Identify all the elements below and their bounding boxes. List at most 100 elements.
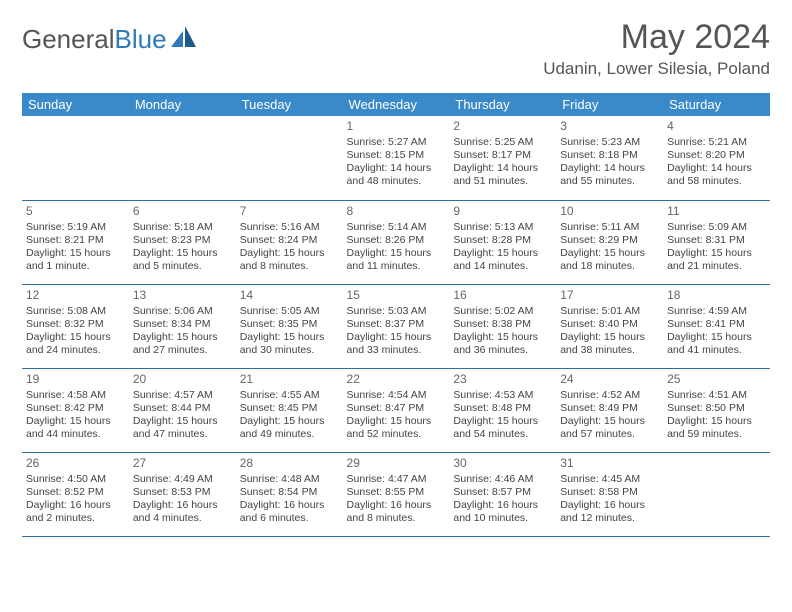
- day-number: 13: [133, 288, 232, 303]
- calendar-day-cell: 2 Sunrise: 5:25 AM Sunset: 8:17 PM Daylig…: [449, 116, 556, 200]
- day-number: 6: [133, 204, 232, 219]
- brand-logo: GeneralBlue: [22, 24, 197, 55]
- day-number: 19: [26, 372, 125, 387]
- day-details: Sunrise: 4:54 AM Sunset: 8:47 PM Dayligh…: [347, 389, 446, 442]
- day-details: Sunrise: 5:23 AM Sunset: 8:18 PM Dayligh…: [560, 136, 659, 189]
- calendar-day-cell: 5 Sunrise: 5:19 AM Sunset: 8:21 PM Daylig…: [22, 200, 129, 284]
- day-number: 8: [347, 204, 446, 219]
- day-number: 11: [667, 204, 766, 219]
- day-number: 10: [560, 204, 659, 219]
- day-details: Sunrise: 5:02 AM Sunset: 8:38 PM Dayligh…: [453, 305, 552, 358]
- calendar-week-row: 1 Sunrise: 5:27 AM Sunset: 8:15 PM Daylig…: [22, 116, 770, 200]
- calendar-day-cell: [663, 452, 770, 536]
- calendar-day-cell: 15Sunrise: 5:03 AM Sunset: 8:37 PM Dayli…: [343, 284, 450, 368]
- calendar-day-cell: 11 Sunrise: 5:09 AM Sunset: 8:31 PM Dayli…: [663, 200, 770, 284]
- day-number: 17: [560, 288, 659, 303]
- day-number: 27: [133, 456, 232, 471]
- day-details: Sunrise: 5:09 AM Sunset: 8:31 PM Dayligh…: [667, 221, 766, 274]
- calendar-week-row: 5 Sunrise: 5:19 AM Sunset: 8:21 PM Daylig…: [22, 200, 770, 284]
- day-details: Sunrise: 5:19 AM Sunset: 8:21 PM Dayligh…: [26, 221, 125, 274]
- calendar-day-cell: 31 Sunrise: 4:45 AM Sunset: 8:58 PM Dayli…: [556, 452, 663, 536]
- calendar-body: 1 Sunrise: 5:27 AM Sunset: 8:15 PM Daylig…: [22, 116, 770, 536]
- calendar-day-cell: 30 Sunrise: 4:46 AM Sunset: 8:57 PM Dayli…: [449, 452, 556, 536]
- day-number: 30: [453, 456, 552, 471]
- day-number: 9: [453, 204, 552, 219]
- day-details: Sunrise: 5:21 AM Sunset: 8:20 PM Dayligh…: [667, 136, 766, 189]
- weekday-header: Friday: [556, 93, 663, 116]
- calendar-day-cell: 7 Sunrise: 5:16 AM Sunset: 8:24 PM Daylig…: [236, 200, 343, 284]
- calendar-day-cell: 23Sunrise: 4:53 AM Sunset: 8:48 PM Dayli…: [449, 368, 556, 452]
- calendar-day-cell: 8Sunrise: 5:14 AM Sunset: 8:26 PM Daylig…: [343, 200, 450, 284]
- day-number: 12: [26, 288, 125, 303]
- weekday-header: Wednesday: [343, 93, 450, 116]
- calendar-day-cell: 27 Sunrise: 4:49 AM Sunset: 8:53 PM Dayli…: [129, 452, 236, 536]
- day-details: Sunrise: 5:16 AM Sunset: 8:24 PM Dayligh…: [240, 221, 339, 274]
- day-number: 20: [133, 372, 232, 387]
- brand-part1: General: [22, 24, 115, 55]
- day-details: Sunrise: 5:08 AM Sunset: 8:32 PM Dayligh…: [26, 305, 125, 358]
- calendar-day-cell: 28Sunrise: 4:48 AM Sunset: 8:54 PM Dayli…: [236, 452, 343, 536]
- calendar-day-cell: 29 Sunrise: 4:47 AM Sunset: 8:55 PM Dayli…: [343, 452, 450, 536]
- day-number: 31: [560, 456, 659, 471]
- day-number: 7: [240, 204, 339, 219]
- calendar-day-cell: 13 Sunrise: 5:06 AM Sunset: 8:34 PM Dayli…: [129, 284, 236, 368]
- day-details: Sunrise: 4:45 AM Sunset: 8:58 PM Dayligh…: [560, 473, 659, 526]
- day-number: 3: [560, 119, 659, 134]
- day-details: Sunrise: 4:51 AM Sunset: 8:50 PM Dayligh…: [667, 389, 766, 442]
- calendar-day-cell: 22 Sunrise: 4:54 AM Sunset: 8:47 PM Dayli…: [343, 368, 450, 452]
- day-details: Sunrise: 5:25 AM Sunset: 8:17 PM Dayligh…: [453, 136, 552, 189]
- day-details: Sunrise: 4:46 AM Sunset: 8:57 PM Dayligh…: [453, 473, 552, 526]
- day-number: 24: [560, 372, 659, 387]
- weekday-header: Thursday: [449, 93, 556, 116]
- header: GeneralBlue May 2024 Udanin, Lower Siles…: [22, 18, 770, 79]
- day-number: 5: [26, 204, 125, 219]
- weekday-header: Monday: [129, 93, 236, 116]
- calendar-day-cell: [129, 116, 236, 200]
- calendar-day-cell: 9 Sunrise: 5:13 AM Sunset: 8:28 PM Daylig…: [449, 200, 556, 284]
- calendar-day-cell: 20Sunrise: 4:57 AM Sunset: 8:44 PM Dayli…: [129, 368, 236, 452]
- day-details: Sunrise: 4:47 AM Sunset: 8:55 PM Dayligh…: [347, 473, 446, 526]
- weekday-header-row: Sunday Monday Tuesday Wednesday Thursday…: [22, 93, 770, 116]
- calendar-day-cell: 16 Sunrise: 5:02 AM Sunset: 8:38 PM Dayli…: [449, 284, 556, 368]
- day-details: Sunrise: 5:06 AM Sunset: 8:34 PM Dayligh…: [133, 305, 232, 358]
- day-number: 2: [453, 119, 552, 134]
- day-number: 1: [347, 119, 446, 134]
- calendar-day-cell: 25 Sunrise: 4:51 AM Sunset: 8:50 PM Dayli…: [663, 368, 770, 452]
- weekday-header: Sunday: [22, 93, 129, 116]
- day-number: 25: [667, 372, 766, 387]
- calendar-day-cell: [236, 116, 343, 200]
- calendar-day-cell: 21Sunrise: 4:55 AM Sunset: 8:45 PM Dayli…: [236, 368, 343, 452]
- weekday-header: Tuesday: [236, 93, 343, 116]
- calendar-day-cell: 4 Sunrise: 5:21 AM Sunset: 8:20 PM Daylig…: [663, 116, 770, 200]
- calendar-day-cell: 24 Sunrise: 4:52 AM Sunset: 8:49 PM Dayli…: [556, 368, 663, 452]
- day-details: Sunrise: 4:49 AM Sunset: 8:53 PM Dayligh…: [133, 473, 232, 526]
- day-details: Sunrise: 5:05 AM Sunset: 8:35 PM Dayligh…: [240, 305, 339, 358]
- sail-icon: [171, 24, 197, 55]
- day-details: Sunrise: 4:52 AM Sunset: 8:49 PM Dayligh…: [560, 389, 659, 442]
- title-block: May 2024 Udanin, Lower Silesia, Poland: [543, 18, 770, 79]
- calendar-day-cell: 14 Sunrise: 5:05 AM Sunset: 8:35 PM Dayli…: [236, 284, 343, 368]
- location-text: Udanin, Lower Silesia, Poland: [543, 59, 770, 79]
- calendar-day-cell: 19 Sunrise: 4:58 AM Sunset: 8:42 PM Dayli…: [22, 368, 129, 452]
- day-details: Sunrise: 4:48 AM Sunset: 8:54 PM Dayligh…: [240, 473, 339, 526]
- calendar-day-cell: 1 Sunrise: 5:27 AM Sunset: 8:15 PM Daylig…: [343, 116, 450, 200]
- calendar-day-cell: 10Sunrise: 5:11 AM Sunset: 8:29 PM Dayli…: [556, 200, 663, 284]
- calendar-day-cell: 26Sunrise: 4:50 AM Sunset: 8:52 PM Dayli…: [22, 452, 129, 536]
- day-details: Sunrise: 5:27 AM Sunset: 8:15 PM Dayligh…: [347, 136, 446, 189]
- day-number: 23: [453, 372, 552, 387]
- day-details: Sunrise: 4:58 AM Sunset: 8:42 PM Dayligh…: [26, 389, 125, 442]
- day-number: 29: [347, 456, 446, 471]
- calendar-day-cell: 3 Sunrise: 5:23 AM Sunset: 8:18 PM Daylig…: [556, 116, 663, 200]
- calendar-day-cell: 18Sunrise: 4:59 AM Sunset: 8:41 PM Dayli…: [663, 284, 770, 368]
- calendar-day-cell: 6Sunrise: 5:18 AM Sunset: 8:23 PM Daylig…: [129, 200, 236, 284]
- day-number: 4: [667, 119, 766, 134]
- day-details: Sunrise: 4:59 AM Sunset: 8:41 PM Dayligh…: [667, 305, 766, 358]
- calendar-day-cell: 12 Sunrise: 5:08 AM Sunset: 8:32 PM Dayli…: [22, 284, 129, 368]
- day-details: Sunrise: 5:13 AM Sunset: 8:28 PM Dayligh…: [453, 221, 552, 274]
- day-details: Sunrise: 5:01 AM Sunset: 8:40 PM Dayligh…: [560, 305, 659, 358]
- day-number: 22: [347, 372, 446, 387]
- day-number: 16: [453, 288, 552, 303]
- weekday-header: Saturday: [663, 93, 770, 116]
- day-number: 14: [240, 288, 339, 303]
- calendar-week-row: 12 Sunrise: 5:08 AM Sunset: 8:32 PM Dayli…: [22, 284, 770, 368]
